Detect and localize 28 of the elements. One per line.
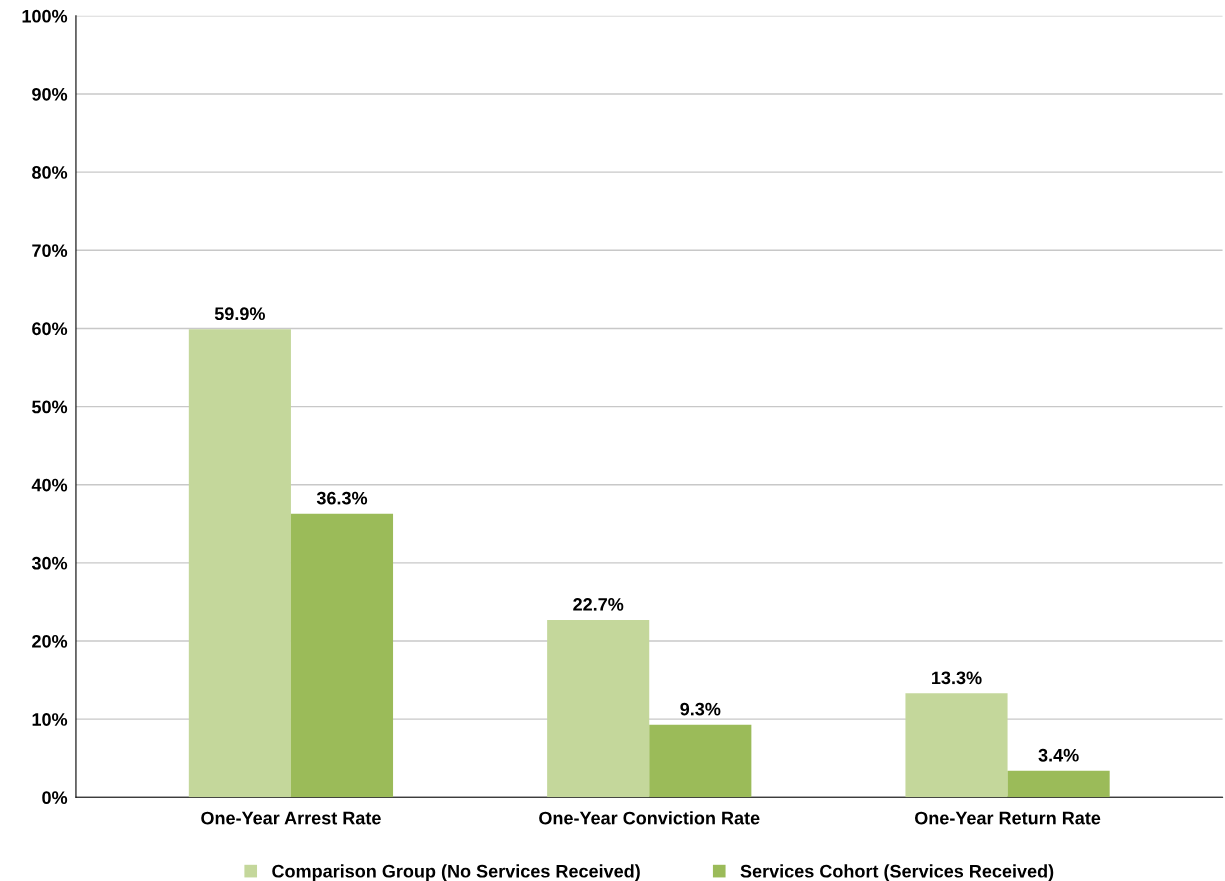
x-tick-label: One-Year Conviction Rate [539,811,760,825]
y-tick-label: 100% [22,9,68,23]
bar [290,513,394,798]
y-tick-label: 80% [32,166,68,179]
data-label: 59.9% [214,307,265,321]
bar [649,724,752,798]
data-label: 3.4% [1038,748,1079,762]
x-tick-label: One-Year Return Rate [914,811,1101,825]
data-label: 13.3% [932,671,982,685]
data-label: 22.7% [573,598,624,611]
y-tick-label: 30% [31,556,68,570]
y-tick-label: 10% [32,713,68,726]
y-tick-label: 20% [32,634,68,648]
data-label: 9.3% [680,702,721,716]
bar [188,329,291,798]
bar [905,693,1008,798]
legend-label: Comparison Group (No Services Received) [272,864,640,881]
data-label: 36.3% [316,491,368,505]
y-tick-label: 70% [32,244,68,258]
y-tick-label: 60% [32,322,68,336]
y-tick-label: 50% [32,400,68,414]
y-tick-label: 40% [31,478,68,492]
y-tick-label: 0% [42,791,68,805]
bar [1007,770,1110,798]
y-tick-label: 90% [32,87,68,101]
legend-label: Services Cohort (Services Received) [740,864,1054,881]
x-tick-label: One-Year Arrest Rate [201,811,381,825]
bar [547,619,650,798]
